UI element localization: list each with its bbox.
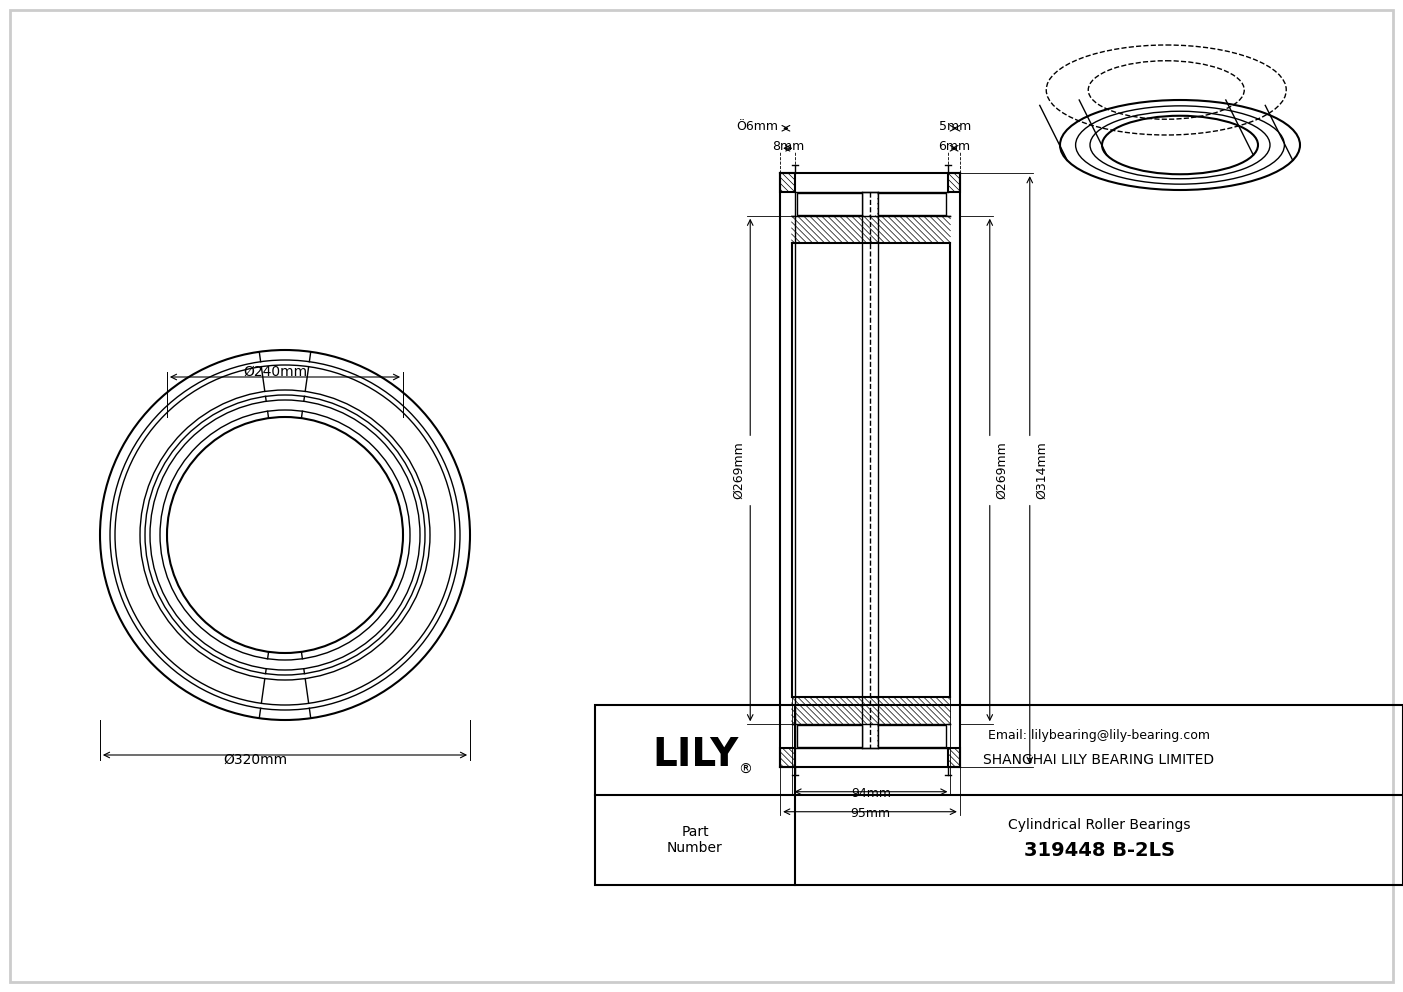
Text: ®: ®	[738, 763, 752, 777]
Text: 95mm: 95mm	[850, 806, 890, 819]
Text: Ø269mm: Ø269mm	[732, 441, 745, 499]
Text: Ö6mm: Ö6mm	[737, 120, 779, 133]
Polygon shape	[797, 193, 863, 215]
Text: Cylindrical Roller Bearings: Cylindrical Roller Bearings	[1007, 818, 1190, 832]
Text: LILY: LILY	[652, 736, 738, 774]
Text: Ø240mm: Ø240mm	[243, 365, 307, 379]
Text: Ø269mm: Ø269mm	[995, 441, 1007, 499]
Text: Ø320mm: Ø320mm	[223, 753, 288, 767]
Text: 319448 B-2LS: 319448 B-2LS	[1024, 840, 1174, 859]
Text: 8mm: 8mm	[772, 140, 804, 154]
Polygon shape	[797, 725, 863, 747]
Text: Ø314mm: Ø314mm	[1035, 441, 1048, 499]
Text: SHANGHAI LILY BEARING LIMITED: SHANGHAI LILY BEARING LIMITED	[984, 753, 1215, 767]
Text: Part
Number: Part Number	[666, 825, 723, 855]
Text: 6mm: 6mm	[939, 140, 969, 154]
Text: 5mm: 5mm	[939, 120, 971, 133]
Polygon shape	[877, 725, 947, 747]
Text: 94mm: 94mm	[852, 787, 891, 800]
Polygon shape	[877, 193, 947, 215]
Text: Email: lilybearing@lily-bearing.com: Email: lilybearing@lily-bearing.com	[988, 728, 1209, 741]
